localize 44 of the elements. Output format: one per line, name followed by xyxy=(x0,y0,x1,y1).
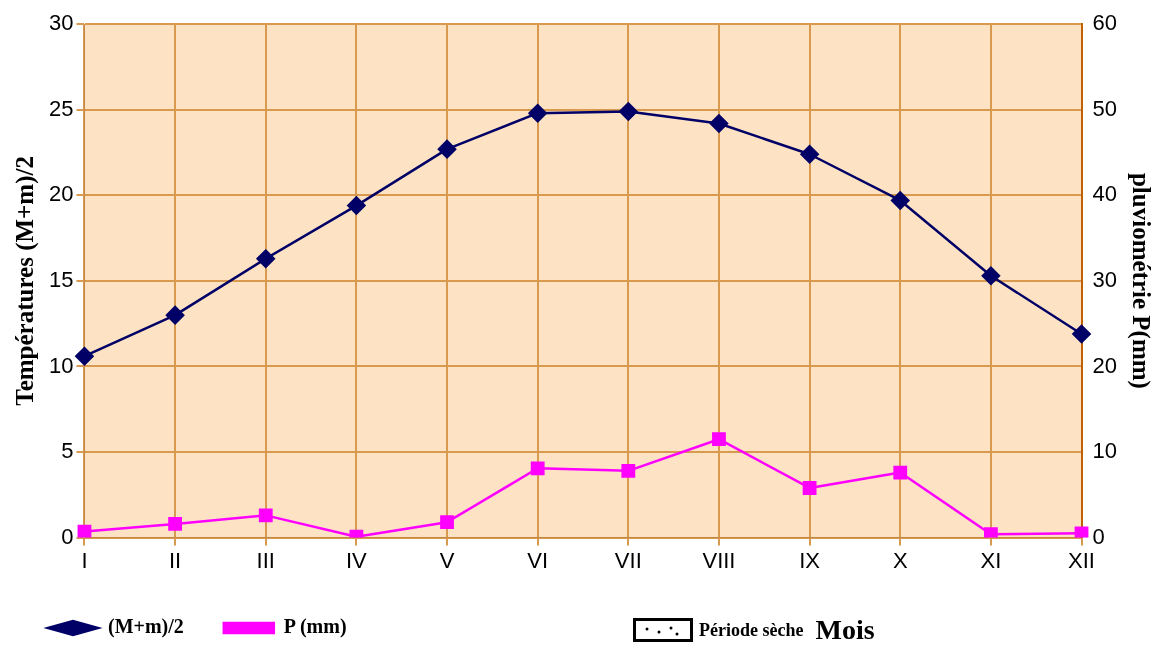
y2-tick-label: 20 xyxy=(1092,352,1118,378)
point xyxy=(256,249,275,268)
y-tick-label: 25 xyxy=(48,95,74,121)
x-tick-label: VII xyxy=(614,547,642,573)
y2-tick-label: 50 xyxy=(1092,95,1118,121)
y2-tick-label: 40 xyxy=(1092,181,1118,207)
point xyxy=(1072,324,1091,344)
x-tick-label: IX xyxy=(799,547,821,573)
text: Période sèche xyxy=(699,619,804,641)
x-tick-label: XI xyxy=(980,547,1002,573)
x-tick-label: VIII xyxy=(702,547,736,573)
legend-label: (M+m)/2 xyxy=(108,615,184,639)
y-tick-label: 30 xyxy=(48,10,74,36)
x-tick-label: V xyxy=(439,547,455,573)
x-tick-label: VI xyxy=(527,547,549,573)
x-tick-label: X xyxy=(892,547,908,573)
point xyxy=(75,346,94,366)
y-tick-label: 0 xyxy=(61,523,74,549)
x-tick-label: XII xyxy=(1068,547,1095,573)
y-tick-label: 20 xyxy=(48,181,74,207)
point xyxy=(981,266,1001,286)
point xyxy=(347,196,366,215)
y2-tick-label: 0 xyxy=(1092,523,1105,549)
point xyxy=(709,114,729,133)
y-tick-label: 10 xyxy=(48,352,74,378)
y2-tick-label: 10 xyxy=(1092,438,1118,464)
point xyxy=(528,103,547,123)
x-tick-label: IV xyxy=(346,547,368,573)
point xyxy=(165,305,185,325)
y-tick-label: 5 xyxy=(61,438,74,464)
point xyxy=(800,145,819,164)
legend-label: P (mm) xyxy=(283,615,347,639)
point xyxy=(619,102,638,121)
y2-axis-title: pluviométrie P(mm) xyxy=(1126,172,1155,389)
y-tick-label: 15 xyxy=(48,266,74,292)
y2-tick-label: 60 xyxy=(1092,10,1118,36)
y-axis-title: Températures (M+m)/2 xyxy=(11,156,40,406)
x-tick-label: I xyxy=(81,547,88,573)
point xyxy=(891,191,910,210)
x-tick-label: II xyxy=(169,547,182,573)
point xyxy=(437,139,457,159)
y2-tick-label: 30 xyxy=(1092,266,1118,292)
x-axis-title: Mois xyxy=(815,614,875,646)
x-tick-label: III xyxy=(256,547,275,573)
